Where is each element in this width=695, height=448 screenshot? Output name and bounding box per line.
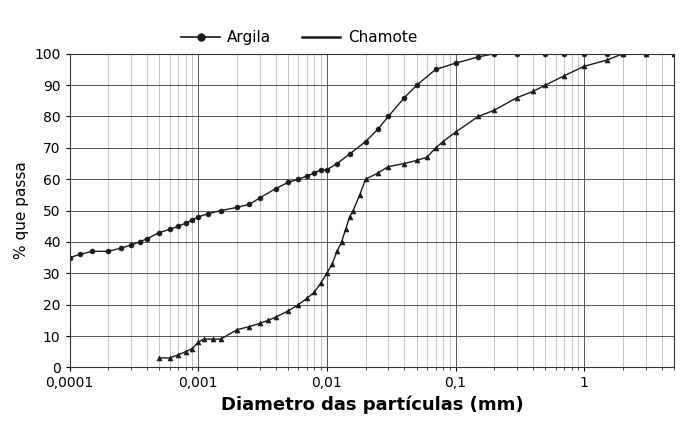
Argila [310, 170, 318, 176]
Chamote [529, 89, 537, 94]
Argila [104, 249, 113, 254]
Chamote [513, 95, 521, 100]
Argila [294, 177, 302, 182]
Chamote [619, 51, 627, 56]
Argila [374, 126, 382, 132]
Chamote [603, 57, 611, 63]
Argila [513, 51, 521, 56]
Chamote [303, 296, 311, 301]
Argila [451, 60, 459, 66]
Y-axis label: % que passa: % que passa [13, 162, 28, 259]
Chamote [255, 321, 263, 326]
Chamote [337, 239, 345, 245]
Argila [603, 51, 611, 56]
Chamote [356, 192, 364, 198]
Argila [142, 236, 151, 241]
Argila [194, 214, 202, 220]
Argila [490, 51, 498, 56]
Chamote [349, 208, 357, 213]
Argila [560, 51, 569, 56]
Chamote [181, 349, 190, 354]
Chamote [317, 280, 325, 285]
Chamote [432, 145, 440, 151]
Argila [204, 211, 213, 216]
Argila [188, 217, 197, 223]
Argila [136, 239, 144, 245]
Chamote [294, 302, 302, 307]
Chamote [328, 261, 336, 267]
Chamote [245, 324, 254, 329]
Argila [474, 54, 482, 60]
Argila [641, 51, 650, 56]
Argila [541, 51, 550, 56]
Chamote [272, 314, 280, 320]
Chamote [641, 51, 650, 56]
Argila [88, 249, 97, 254]
Argila [76, 252, 84, 257]
Chamote [333, 249, 341, 254]
Chamote [310, 289, 318, 295]
Argila [322, 167, 331, 172]
Argila [345, 151, 354, 157]
Chamote [264, 318, 272, 323]
Argila [272, 186, 280, 191]
Chamote [233, 327, 241, 332]
Argila [174, 224, 182, 229]
Argila [284, 180, 293, 185]
Chamote [217, 336, 225, 342]
Argila [400, 95, 409, 100]
Argila [361, 139, 370, 144]
Argila [165, 227, 174, 232]
Chamote [413, 158, 421, 163]
Argila [245, 202, 254, 207]
Chamote [284, 308, 293, 314]
Argila [432, 67, 440, 72]
Argila [333, 161, 341, 166]
Argila [217, 208, 225, 213]
Argila [65, 255, 74, 260]
Argila [181, 220, 190, 226]
Chamote [374, 170, 382, 176]
Argila [303, 173, 311, 179]
Chamote [474, 114, 482, 119]
Chamote [560, 73, 569, 78]
Chamote [451, 129, 459, 135]
Chamote [322, 271, 331, 276]
Chamote [384, 164, 393, 169]
X-axis label: Diametro das partículas (mm): Diametro das partículas (mm) [220, 396, 523, 414]
Chamote [400, 161, 409, 166]
Argila [413, 82, 421, 88]
Chamote [439, 139, 447, 144]
Argila [384, 114, 393, 119]
Chamote [208, 336, 217, 342]
Chamote [188, 346, 197, 351]
Argila [117, 246, 125, 251]
Chamote [541, 82, 550, 88]
Chamote [361, 177, 370, 182]
Chamote [174, 352, 182, 358]
Line: Chamote: Chamote [157, 52, 676, 360]
Argila [317, 167, 325, 172]
Argila [155, 230, 163, 235]
Argila [619, 51, 627, 56]
Chamote [194, 340, 202, 345]
Line: Argila: Argila [67, 52, 676, 260]
Argila [255, 195, 263, 201]
Chamote [155, 355, 163, 361]
Chamote [341, 227, 350, 232]
Argila [580, 51, 589, 56]
Chamote [580, 64, 589, 69]
Legend: Argila, Chamote: Argila, Chamote [175, 24, 423, 51]
Chamote [199, 336, 208, 342]
Chamote [165, 355, 174, 361]
Chamote [345, 214, 354, 220]
Argila [126, 242, 135, 248]
Chamote [490, 108, 498, 113]
Argila [670, 51, 678, 56]
Chamote [423, 155, 431, 160]
Chamote [670, 51, 678, 56]
Argila [233, 205, 241, 210]
